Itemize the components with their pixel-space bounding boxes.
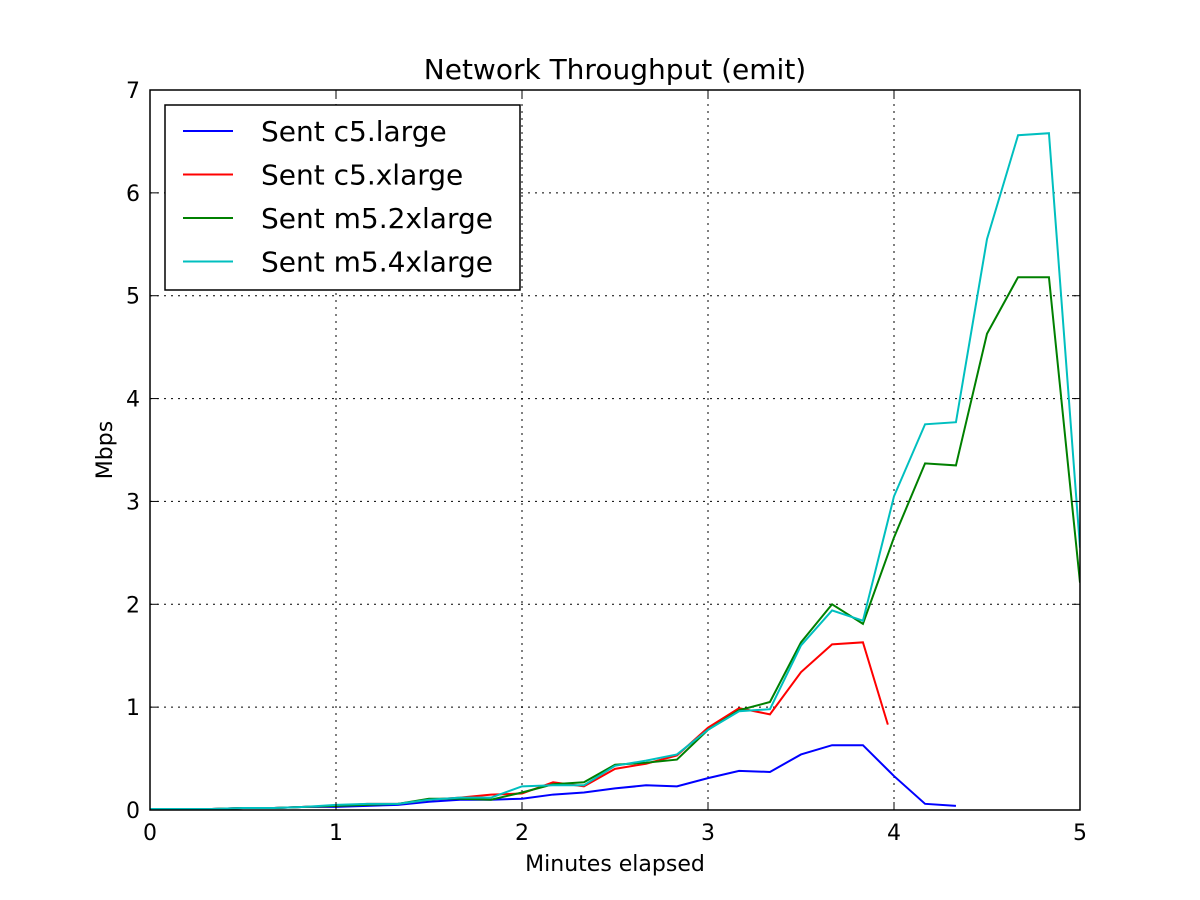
legend-box <box>164 104 521 291</box>
x-tick-label: 3 <box>701 821 715 846</box>
y-tick-label: 0 <box>126 799 140 824</box>
series-line-4 <box>150 132 1080 810</box>
y-tick-label: 3 <box>126 490 140 515</box>
y-tick-label: 7 <box>126 79 140 104</box>
legend-label-4: Sent m5.4xlarge <box>261 246 493 279</box>
legend-label-1: Sent c5.large <box>261 115 447 148</box>
x-tick-label: 2 <box>515 821 529 846</box>
x-axis-label: Minutes elapsed <box>525 852 705 877</box>
x-tick-label: 1 <box>329 821 343 846</box>
y-tick-label: 5 <box>126 285 140 310</box>
y-tick-label: 6 <box>126 182 140 207</box>
legend: Sent c5.large Sent c5.xlarge Sent m5.2xlar… <box>164 104 521 291</box>
y-tick-label: 1 <box>126 696 140 721</box>
plot-frame <box>149 89 1081 811</box>
chart-title: Network Throughput (emit) <box>424 53 806 86</box>
x-tick-label: 0 <box>143 821 157 846</box>
legend-label-2: Sent c5.xlarge <box>261 159 463 192</box>
y-axis-label: Mbps <box>93 421 118 479</box>
series-lines <box>150 132 1080 810</box>
y-tick-label: 2 <box>126 593 140 618</box>
x-tick-label: 4 <box>887 821 901 846</box>
legend-label-3: Sent m5.2xlarge <box>261 202 493 235</box>
x-tick-label: 5 <box>1073 821 1087 846</box>
y-tick-label: 4 <box>126 388 140 413</box>
axis-ticks: 0 1 2 3 4 5 0 1 2 3 4 5 6 7 <box>126 79 1087 846</box>
